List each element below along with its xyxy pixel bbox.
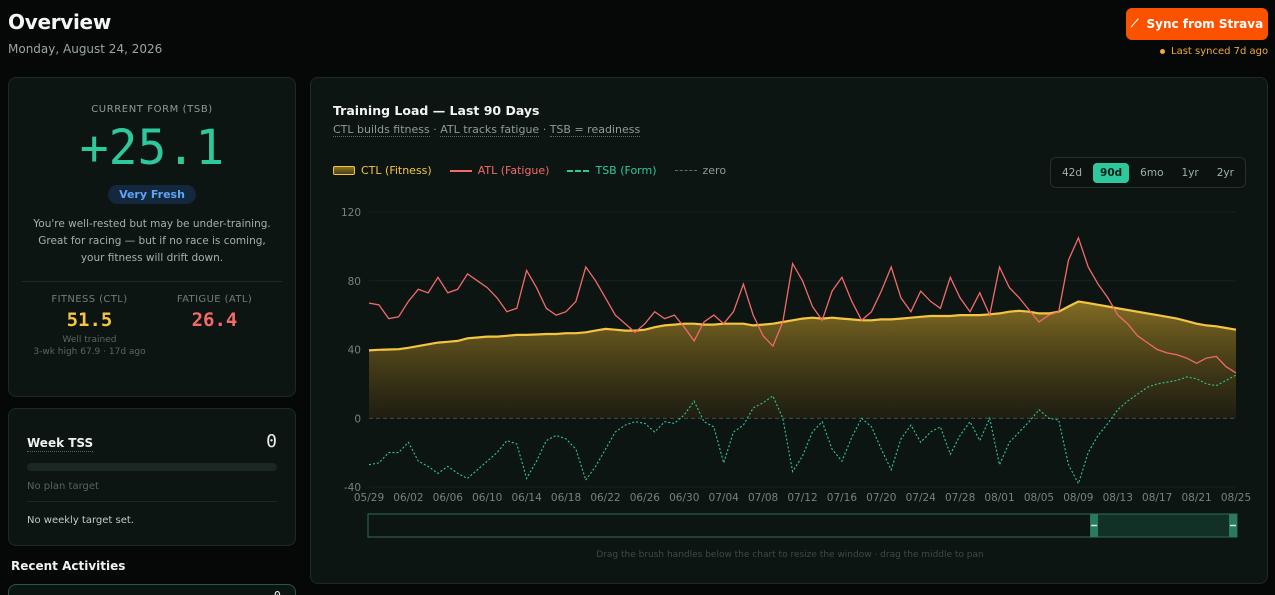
x-tick-label: 06/06 — [433, 492, 464, 504]
ctl-line — [368, 300, 1237, 352]
x-tick-label: 07/24 — [906, 492, 937, 504]
x-tick-label: 07/28 — [945, 492, 975, 504]
tsb-line — [368, 374, 1237, 486]
weekly-target-note: No weekly target set. — [27, 515, 134, 526]
y-tick-label: 40 — [348, 345, 361, 357]
week-tss-value: 0 — [266, 431, 277, 452]
x-tick-label: 08/05 — [1024, 492, 1054, 504]
legend-zero: zero — [674, 164, 727, 177]
x-tick-label: 06/30 — [669, 492, 699, 504]
ctl-swatch-icon — [333, 166, 355, 175]
fatigue-label: FATIGUE (ATL) — [176, 294, 253, 305]
x-tick-label: 07/04 — [709, 492, 740, 504]
chart-title: Training Load — Last 90 Days — [333, 103, 540, 118]
chart-subtitle: CTL builds fitness · ATL tracks fatigue … — [333, 123, 641, 137]
x-tick-label: 08/13 — [1103, 492, 1133, 504]
fitness-value: 51.5 — [66, 309, 113, 331]
y-tick-label: 0 — [354, 413, 361, 425]
atl-line — [368, 236, 1237, 374]
page-title: Overview — [8, 10, 112, 34]
y-tick-label: 120 — [341, 207, 361, 219]
form-description: You're well-rested but may be under-trai… — [33, 218, 271, 264]
divider — [27, 501, 277, 502]
x-tick-label: 06/22 — [590, 492, 620, 504]
zero-swatch-icon — [674, 170, 697, 171]
fatigue-value: 26.4 — [191, 309, 238, 331]
fitness-high-note: 3-wk high 67.9 · 17d ago — [33, 347, 146, 357]
subtitle-tsb: TSB = readiness — [549, 123, 641, 137]
ctl-area — [369, 301, 1236, 419]
fitness-metric: FITNESS (CTL) 51.5 Well trained 3-wk hig… — [32, 294, 147, 357]
x-tick-label: 08/01 — [984, 492, 1014, 504]
week-tss-title: Week TSS — [27, 436, 94, 452]
x-tick-label: 07/20 — [866, 492, 896, 504]
brush-window[interactable] — [1093, 513, 1238, 538]
status-dot-icon — [1160, 49, 1165, 54]
x-tick-label: 07/12 — [787, 492, 817, 504]
atl-swatch-icon — [449, 169, 472, 172]
legend-atl-label: ATL (Fatigue) — [477, 164, 550, 177]
legend-tsb[interactable]: TSB (Form) — [567, 164, 657, 177]
x-tick-label: 07/16 — [827, 492, 858, 504]
page-date: Monday, August 24, 2026 — [8, 42, 163, 56]
x-tick-label: 05/29 — [354, 492, 384, 504]
legend-zero-label: zero — [702, 164, 727, 177]
x-tick-label: 07/08 — [748, 492, 778, 504]
brush-hint: Drag the brush handles below the chart t… — [596, 550, 984, 560]
range-42d-button[interactable]: 42d — [1062, 166, 1083, 179]
fitness-note: Well trained — [62, 335, 117, 345]
recent-activities-title: Recent Activities — [11, 559, 126, 573]
range-90d-button[interactable]: 90d — [1093, 162, 1130, 183]
sync-button-label: Sync from Strava — [1146, 17, 1264, 31]
x-tick-label: 08/21 — [1181, 492, 1211, 504]
plan-target-note: No plan target — [27, 481, 99, 492]
training-load-card: Training Load — Last 90 Days CTL builds … — [310, 77, 1268, 584]
recent-activities-card[interactable]: 0 — [8, 584, 296, 595]
x-tick-label: 06/14 — [512, 492, 543, 504]
legend-ctl[interactable]: CTL (Fitness) — [333, 164, 432, 177]
x-tick-label: 08/09 — [1063, 492, 1093, 504]
strava-icon: ⟋ — [1130, 17, 1139, 30]
form-label: CURRENT FORM (TSB) — [91, 104, 213, 115]
legend-tsb-label: TSB (Form) — [595, 164, 657, 177]
y-tick-label: -40 — [344, 482, 361, 494]
week-tss-progress-bar — [27, 463, 277, 471]
range-selector: 42d 90d 6mo 1yr 2yr — [1050, 157, 1246, 188]
form-status-badge: Very Fresh — [108, 185, 196, 204]
chart-legend: CTL (Fitness) ATL (Fatigue) TSB (Form) z… — [333, 164, 726, 177]
x-tick-label: 08/17 — [1142, 492, 1172, 504]
x-tick-label: 06/26 — [630, 492, 661, 504]
range-1yr-button[interactable]: 1yr — [1181, 166, 1199, 179]
sync-status: Last synced 7d ago — [1160, 46, 1272, 57]
legend-ctl-label: CTL (Fitness) — [361, 164, 432, 177]
metrics-row: FITNESS (CTL) 51.5 Well trained 3-wk hig… — [9, 294, 295, 357]
week-tss-card: Week TSS 0 No plan target No weekly targ… — [8, 408, 296, 546]
form-value: +25.1 — [79, 120, 225, 176]
range-2yr-button[interactable]: 2yr — [1216, 166, 1234, 179]
subtitle-ctl: CTL builds fitness — [333, 123, 430, 137]
tsb-swatch-icon — [567, 169, 590, 172]
x-tick-label: 06/10 — [472, 492, 502, 504]
sync-status-text: Last synced 7d ago — [1171, 46, 1269, 57]
recent-activities-count: 0 — [274, 589, 281, 595]
subtitle-atl: ATL tracks fatigue — [440, 123, 540, 137]
legend-atl[interactable]: ATL (Fatigue) — [449, 164, 550, 177]
x-tick-label: 06/02 — [393, 492, 423, 504]
fitness-label: FITNESS (CTL) — [51, 294, 128, 305]
x-tick-label: 06/18 — [551, 492, 581, 504]
fatigue-metric: FATIGUE (ATL) 26.4 — [157, 294, 272, 357]
range-6mo-button[interactable]: 6mo — [1140, 166, 1164, 179]
y-tick-label: 80 — [348, 276, 361, 288]
divider — [22, 281, 282, 282]
sync-strava-button[interactable]: ⟋ Sync from Strava — [1126, 8, 1268, 40]
current-form-card: CURRENT FORM (TSB) +25.1 Very Fresh You'… — [8, 77, 296, 397]
x-tick-label: 08/25 — [1221, 492, 1251, 504]
